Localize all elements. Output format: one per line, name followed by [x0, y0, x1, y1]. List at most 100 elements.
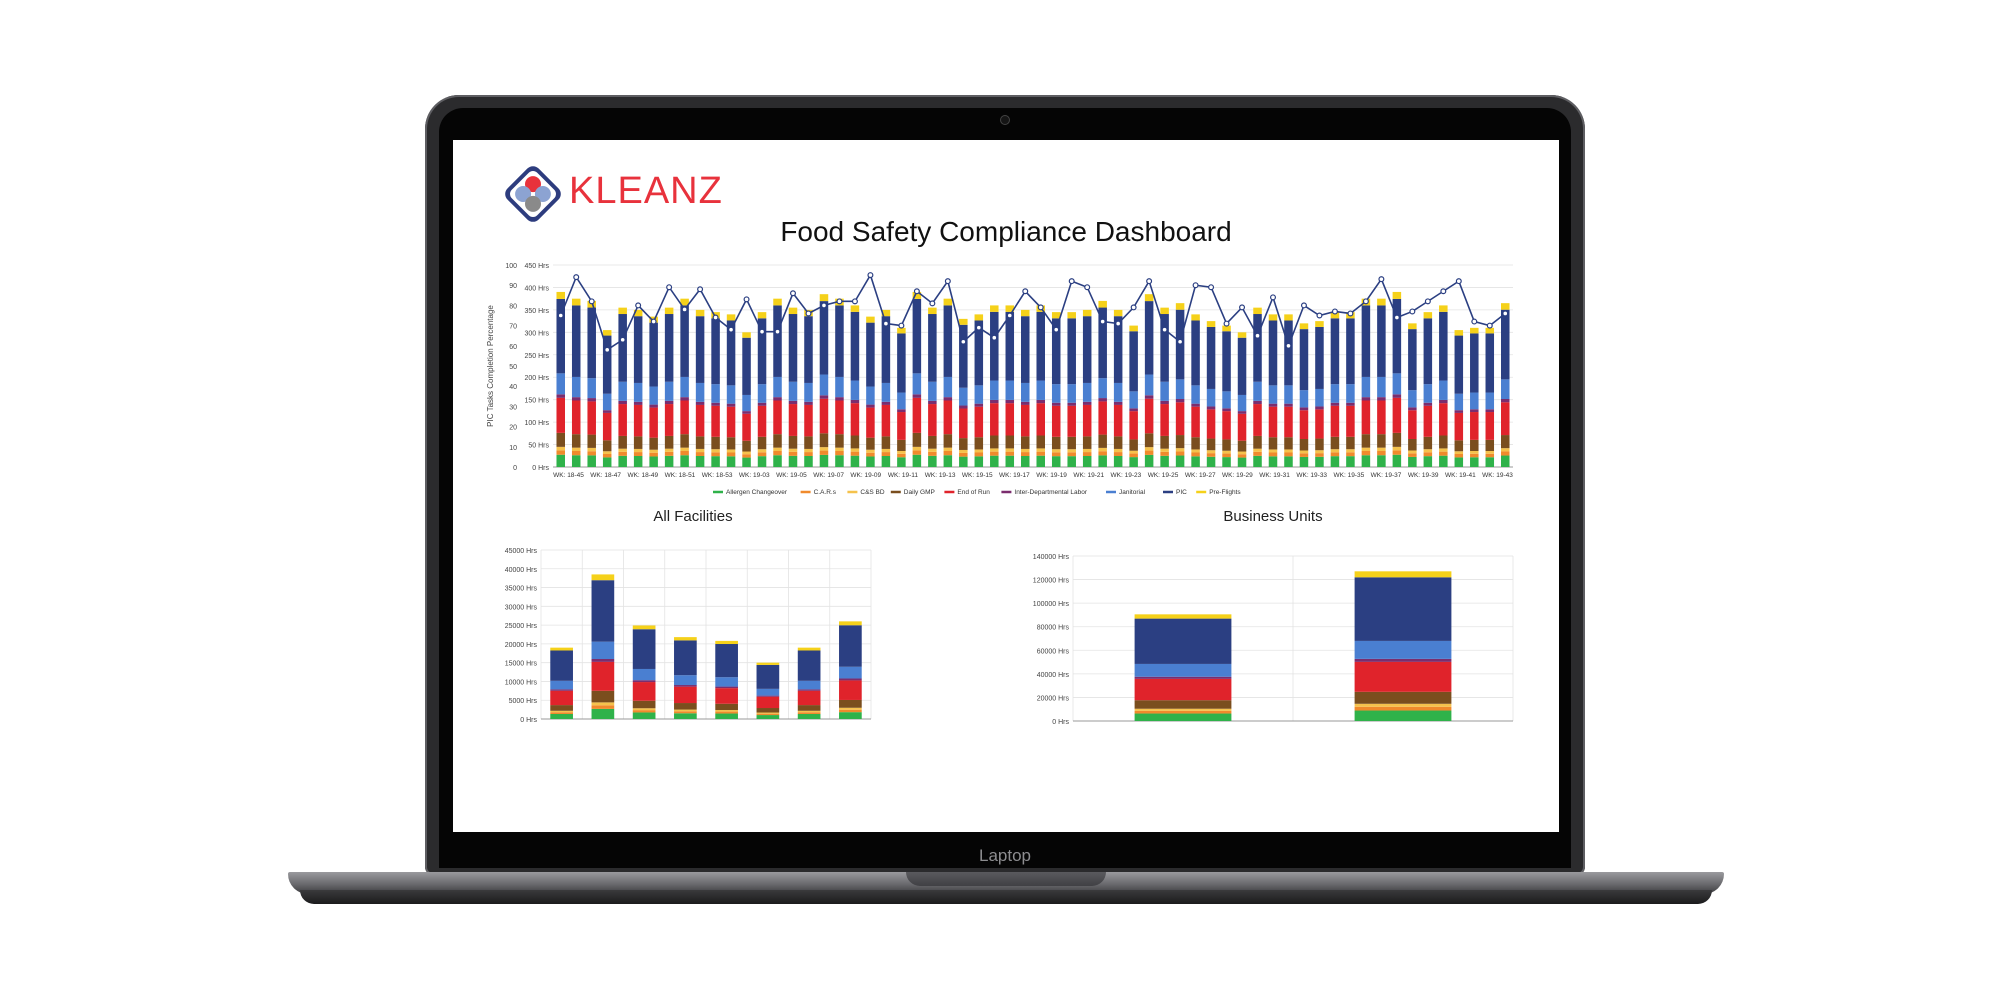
completion-point	[1347, 310, 1354, 317]
bar-segment	[695, 316, 705, 383]
bar-segment	[1485, 333, 1495, 393]
bar-segment	[715, 644, 738, 678]
bar-segment	[571, 455, 581, 467]
bar-segment	[1134, 708, 1232, 711]
bar-segment	[1067, 452, 1076, 457]
completion-point	[836, 298, 843, 305]
y-tick-label: 0 Hrs	[1052, 719, 1069, 726]
bar-segment	[632, 629, 656, 669]
bar-segment	[1129, 411, 1138, 440]
bar-segment	[990, 380, 999, 400]
legend-label: C.A.R.s	[814, 489, 837, 496]
completion-point	[1006, 312, 1013, 319]
bar-segment	[1501, 448, 1510, 452]
bar-segment	[1067, 312, 1076, 319]
bar-segment	[680, 451, 689, 456]
bar-segment	[1113, 436, 1123, 449]
bar-segment	[1392, 450, 1402, 455]
bar-segment	[742, 413, 751, 441]
bar-segment	[1268, 456, 1278, 467]
bar-segment	[726, 403, 736, 407]
bar-segment	[974, 452, 984, 457]
bar-segment	[618, 307, 627, 315]
bar-segment	[804, 448, 813, 453]
y-tick-label: 0 Hrs	[532, 465, 549, 472]
bar-segment	[897, 333, 906, 393]
bar-segment	[1222, 325, 1231, 332]
x-tick-label: WK: 19-17	[999, 472, 1030, 479]
bar-segment	[1237, 413, 1247, 441]
bar-segment	[1082, 436, 1092, 449]
y-axis-label: PIC Tasks Completion Percentage	[486, 305, 495, 427]
bar-segment	[1377, 298, 1386, 306]
bar-segment	[928, 307, 937, 315]
bar-segment	[1021, 401, 1030, 405]
bar-segment	[680, 400, 689, 435]
bar-segment	[1113, 404, 1123, 437]
completion-point	[805, 310, 812, 317]
bar-segment	[866, 437, 875, 450]
bar-segment	[773, 447, 782, 452]
bar-segment	[715, 710, 738, 712]
bar-segment	[1501, 309, 1510, 380]
legend-label: Allergen Changeover	[726, 489, 788, 496]
bar-segment	[1501, 402, 1510, 436]
bar-segment	[1175, 455, 1185, 467]
bar-segment	[1354, 661, 1452, 692]
bar-segment	[571, 376, 581, 398]
bar-segment	[1160, 451, 1169, 456]
completion-point	[1502, 310, 1509, 317]
bar-segment	[633, 456, 643, 467]
bar-segment	[1392, 394, 1402, 398]
bar-segment	[649, 456, 658, 467]
bar-segment	[1470, 439, 1479, 451]
bar-segment	[1191, 449, 1200, 453]
legend-label: Pre-Flights	[1209, 489, 1241, 496]
bar-segment	[602, 335, 612, 394]
bar-segment	[1067, 436, 1076, 450]
bar-segment	[1354, 710, 1452, 721]
weekly-compliance-chart: 0 Hrs 50 Hrs 100 Hrs 150 Hrs 200 Hrs 250 Hrs 3…	[486, 263, 1513, 496]
y-tick-label: 120000 Hrs	[1033, 578, 1070, 585]
bar-segment	[1408, 407, 1417, 411]
bar-segment	[1315, 450, 1324, 454]
y2-tick-label: 40	[509, 384, 517, 391]
bar-segment	[711, 318, 720, 385]
bar-segment	[959, 438, 968, 450]
bar-segment	[591, 661, 615, 691]
bar-segment	[674, 686, 697, 704]
bar-segment	[1021, 309, 1030, 317]
completion-point	[743, 296, 750, 303]
bar-segment	[591, 690, 615, 703]
bar-segment	[602, 412, 612, 441]
bar-segment	[633, 401, 643, 405]
y-tick-label: 100000 Hrs	[1033, 601, 1070, 608]
bar-segment	[1113, 382, 1123, 402]
bar-segment	[881, 309, 891, 317]
bar-segment	[556, 397, 565, 433]
completion-point	[1378, 276, 1385, 283]
bar-segment	[1315, 438, 1324, 451]
bar-segment	[943, 451, 953, 456]
bar-segment	[602, 393, 612, 411]
bar-segment	[773, 397, 782, 401]
bar-segment	[1299, 453, 1309, 457]
bar-segment	[571, 451, 581, 456]
bar-segment	[632, 700, 656, 709]
bar-segment	[1470, 457, 1479, 467]
bar-segment	[990, 451, 999, 456]
x-tick-label: WK: 19-37	[1371, 472, 1402, 479]
bar-segment	[556, 298, 565, 374]
completion-point	[790, 290, 797, 297]
bar-segment	[632, 712, 656, 719]
bar-segment	[742, 440, 751, 452]
bar-segment	[1485, 412, 1495, 440]
bar-segment	[757, 384, 767, 403]
bar-segment	[591, 702, 615, 706]
bar-segment	[587, 398, 596, 402]
y2-tick-label: 100	[505, 263, 517, 270]
bar-segment	[1439, 305, 1448, 312]
completion-point	[1424, 298, 1431, 305]
bar-segment	[1268, 403, 1278, 407]
y-tick-label: 45000 Hrs	[505, 548, 538, 555]
